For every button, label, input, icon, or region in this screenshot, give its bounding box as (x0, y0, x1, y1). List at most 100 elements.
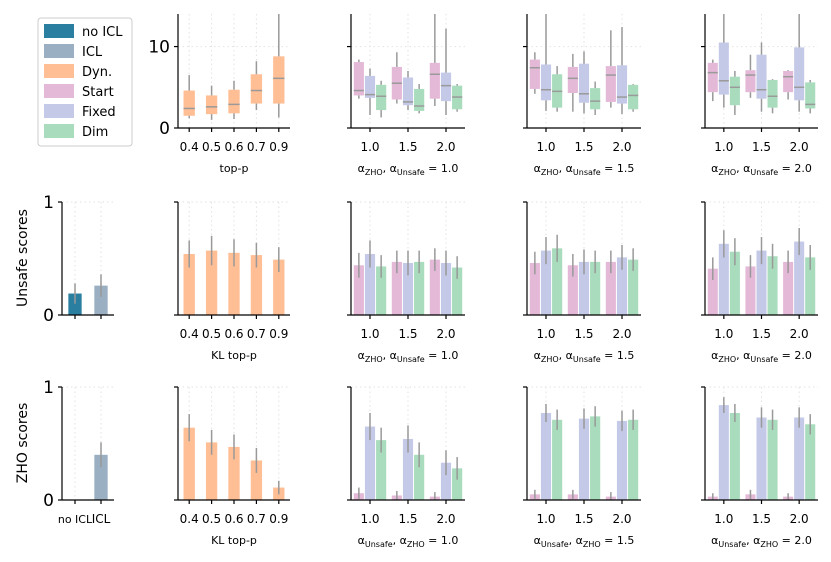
panel-r2c4: 1.0 1.5 2.0 αZHO, αUnsafe = 1.5 (523, 201, 641, 364)
xlabel-part: , α (736, 162, 750, 175)
bar-start (783, 261, 794, 315)
panel-r2c3: 1.0 1.5 2.0 αZHO, αUnsafe = 1.0 (347, 201, 465, 364)
bar-start (391, 261, 402, 315)
x-tick-label: 2.0 (790, 140, 809, 154)
box-fixed (756, 54, 767, 99)
x-tick-label: ICL (92, 512, 111, 526)
box-fixed (578, 63, 590, 103)
box-dyn. (228, 89, 240, 114)
x-tick-label: 1.5 (398, 327, 417, 341)
x-tick-label: 1.0 (536, 327, 555, 341)
panel-r3c1: 0 1 no ICL ICL (43, 378, 114, 526)
xlabel-part: = 1.0 (425, 162, 459, 175)
x-tick-label: 0.9 (269, 512, 288, 526)
bar-start (605, 261, 616, 315)
bar-start (745, 266, 756, 315)
bar-dyn (228, 252, 240, 315)
y-tick-label: 10 (148, 38, 170, 58)
bar-dim (414, 261, 425, 315)
x-tick-label: 0.5 (202, 512, 221, 526)
bar-fixed (540, 250, 552, 315)
xlabel-part: , α (736, 349, 750, 362)
xlabel-part: = 1.0 (425, 534, 459, 547)
x-tick-label: 1.5 (752, 512, 771, 526)
xlabel-part: , α (559, 349, 573, 362)
xlabel-part: = 2.0 (778, 162, 812, 175)
x-tick-label: 0.4 (180, 327, 199, 341)
panel-r1c4: 1.0 1.5 2.0 αZHO, αUnsafe = 1.5 (523, 14, 641, 177)
box-dim (767, 79, 778, 108)
xlabel-part: α (711, 349, 718, 362)
xlabel-subscript: Unsafe (573, 168, 601, 177)
x-tick-label: 1.0 (714, 327, 733, 341)
bar-dim (552, 248, 563, 315)
box-dyn. (205, 95, 218, 115)
xlabel-part: = 1.5 (601, 534, 635, 547)
bar-fixed (440, 263, 452, 315)
bar-start (707, 268, 718, 315)
panel-xlabel: αZHO, αUnsafe = 2.0 (711, 162, 812, 177)
bar-dim (767, 256, 778, 315)
row2-ylabel: Unsafe scores (15, 209, 31, 307)
xlabel-subscript: ZHO (583, 540, 601, 549)
x-tick-label: 0.7 (247, 327, 266, 341)
bar-dim (590, 261, 601, 315)
xlabel-subscript: Unsafe (573, 355, 601, 364)
box-start (429, 62, 440, 99)
bar-fixed (616, 257, 628, 315)
xlabel-subscript: Unsafe (541, 540, 569, 549)
bar-dim (628, 419, 639, 500)
x-tick-label: 1.0 (536, 140, 555, 154)
box-fixed (794, 47, 805, 101)
x-tick-label: 2.0 (790, 327, 809, 341)
panel-xlabel: αZHO, αUnsafe = 1.5 (534, 349, 635, 364)
x-tick-label: no ICL (58, 513, 93, 526)
bar-dim (628, 259, 639, 315)
xlabel-part: , α (559, 162, 573, 175)
bar-bars (94, 285, 108, 315)
x-tick-label: 1.0 (714, 512, 733, 526)
bar-fixed (578, 261, 590, 315)
box-dyn. (183, 90, 195, 116)
xlabel-part: , α (569, 534, 583, 547)
x-tick-label: 1.0 (360, 140, 379, 154)
xlabel-subscript: ZHO (541, 355, 559, 364)
bar-dyn (205, 250, 218, 315)
bar-dim (729, 412, 740, 500)
x-tick-label: 0.6 (224, 327, 243, 341)
bar-fixed (718, 405, 729, 500)
box-start (529, 59, 540, 89)
box-dim (590, 88, 601, 110)
panel-xlabel: αUnsafe, αZHO = 2.0 (711, 534, 812, 549)
box-dim (414, 88, 425, 111)
box-dyn. (250, 74, 263, 104)
bar-fixed (402, 263, 414, 315)
bar-dim (452, 267, 463, 315)
box-dim (805, 82, 816, 109)
box-start (567, 66, 578, 93)
xlabel-subscript: Unsafe (365, 540, 393, 549)
box-dim (628, 84, 639, 110)
xlabel-subscript: ZHO (365, 168, 383, 177)
panel-xlabel: top-p (220, 162, 249, 175)
bar-fixed (756, 250, 767, 315)
xlabel-part: α (534, 162, 541, 175)
x-tick-label: 1.5 (574, 327, 593, 341)
legend-label: Start (82, 85, 114, 100)
x-tick-label: 1.5 (752, 327, 771, 341)
x-tick-label: 0.4 (180, 512, 199, 526)
panel-r1c3: 1.0 1.5 2.0 αZHO, αUnsafe = 1.0 (347, 14, 465, 177)
xlabel-subscript: ZHO (365, 355, 383, 364)
bar-dim (767, 419, 778, 500)
x-tick-label: 0.6 (224, 140, 243, 154)
box-fixed (540, 64, 552, 101)
panel-r3c4: 1.0 1.5 2.0 αUnsafe, αZHO = 1.5 (523, 386, 641, 549)
bar-dim (590, 416, 601, 500)
legend-swatch (44, 24, 74, 38)
bar-start (529, 263, 540, 315)
box-fixed (402, 77, 414, 106)
bar-dim (805, 257, 816, 315)
xlabel-part: = 1.5 (601, 349, 635, 362)
legend-swatch (44, 104, 74, 118)
